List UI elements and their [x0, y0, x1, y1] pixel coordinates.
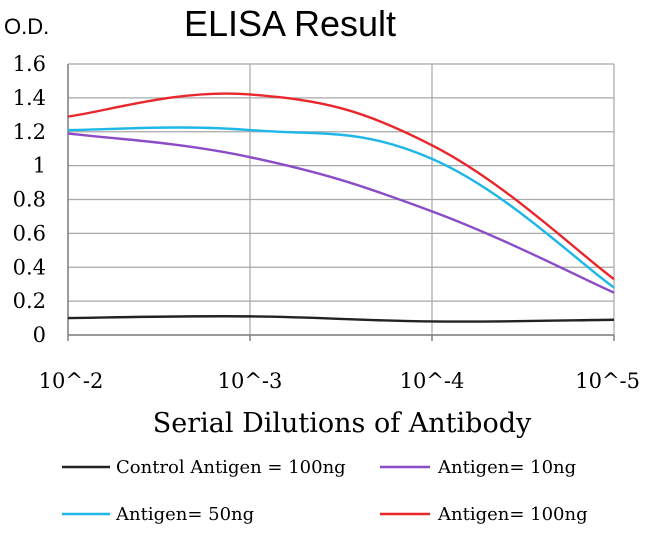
y-tick-label: 0 — [33, 323, 46, 347]
legend: Control Antigen = 100ng Antigen= 10ng Anti… — [62, 457, 588, 525]
legend-label: Antigen= 50ng — [115, 504, 254, 525]
series-lines — [67, 92, 615, 323]
chart-title: ELISA Result — [184, 3, 396, 44]
y-tick-label: 0.8 — [13, 188, 46, 212]
series-line-3 — [67, 92, 615, 281]
legend-label: Antigen= 100ng — [437, 504, 588, 525]
x-tick-label: 10^-5 — [575, 369, 640, 393]
y-tick-label: 1.4 — [13, 86, 46, 110]
y-axis-ticks: 0 0.2 0.4 0.6 0.8 1 1.2 1.4 1.6 — [13, 52, 46, 347]
legend-label: Antigen= 10ng — [437, 457, 576, 478]
y-tick-label: 1.6 — [13, 52, 46, 76]
x-tick-label: 10^-4 — [400, 369, 465, 393]
legend-label: Control Antigen = 100ng — [116, 457, 346, 478]
y-tick-label: 1 — [33, 154, 46, 178]
y-axis-label: O.D. — [4, 14, 49, 39]
y-tick-label: 0.6 — [13, 221, 46, 245]
x-tick-label: 10^-2 — [39, 369, 104, 393]
series-line-2 — [67, 126, 615, 289]
y-tick-label: 1.2 — [13, 120, 46, 144]
series-line-0 — [67, 315, 615, 323]
x-axis-label: Serial Dilutions of Antibody — [153, 408, 532, 439]
grid — [67, 63, 615, 341]
x-axis-ticks: 10^-2 10^-3 10^-4 10^-5 — [39, 369, 640, 393]
x-tick-label: 10^-3 — [218, 369, 283, 393]
series-line-1 — [67, 132, 615, 294]
y-tick-label: 0.2 — [13, 289, 46, 313]
y-tick-label: 0.4 — [13, 255, 46, 279]
